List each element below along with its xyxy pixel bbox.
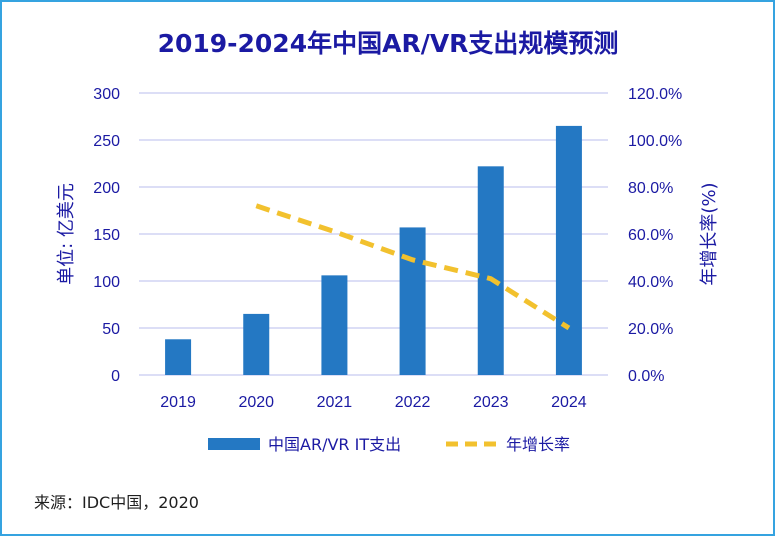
y-tick-label: 150 — [93, 227, 120, 244]
x-tick-label: 2022 — [395, 394, 431, 411]
bar-2022 — [399, 227, 426, 375]
bar-series — [165, 125, 582, 376]
y-tick-label: 0 — [111, 368, 120, 385]
y2-tick-label: 20.0% — [628, 321, 673, 338]
y2-tick-label: 60.0% — [628, 227, 673, 244]
chart-title: 2019-2024年中国AR/VR支出规模预测 — [158, 29, 619, 58]
x-tick-label: 2024 — [551, 394, 587, 411]
left-axis-title: 单位: 亿美元 — [56, 183, 77, 285]
legend-bar-swatch — [208, 438, 260, 450]
y-tick-label: 50 — [102, 321, 120, 338]
x-tick-label: 2020 — [238, 394, 274, 411]
x-tick-label: 2021 — [317, 394, 353, 411]
right-axis-ticks: 0.0% 20.0% 40.0% 60.0% 80.0% 100.0% 120.0% — [628, 86, 682, 385]
x-tick-label: 2023 — [473, 394, 509, 411]
y-tick-label: 250 — [93, 133, 120, 150]
bar-2021 — [321, 275, 348, 375]
x-axis-ticks: 2019 2020 2021 2022 2023 2024 — [160, 394, 587, 411]
right-axis-title: 年增长率(%) — [699, 182, 720, 285]
y2-tick-label: 80.0% — [628, 180, 673, 197]
legend-line-label: 年增长率 — [506, 435, 570, 454]
x-tick-label: 2019 — [160, 394, 196, 411]
y2-tick-label: 0.0% — [628, 368, 664, 385]
left-axis-ticks: 0 50 100 150 200 250 300 — [93, 86, 120, 385]
bar-2020 — [243, 313, 270, 375]
y2-tick-label: 40.0% — [628, 274, 673, 291]
bar-2024 — [555, 125, 582, 376]
y-tick-label: 200 — [93, 180, 120, 197]
y2-tick-label: 100.0% — [628, 133, 682, 150]
gridlines — [139, 92, 608, 376]
y-tick-label: 300 — [93, 86, 120, 103]
legend: 中国AR/VR IT支出 年增长率 — [208, 435, 570, 454]
bar-2023 — [477, 166, 504, 375]
source-note: 来源：IDC中国，2020 — [34, 493, 199, 512]
growth-rate-series — [255, 203, 571, 331]
bar-2019 — [165, 339, 192, 375]
y2-tick-label: 120.0% — [628, 86, 682, 103]
y-tick-label: 100 — [93, 274, 120, 291]
legend-bar-label: 中国AR/VR IT支出 — [268, 435, 401, 454]
